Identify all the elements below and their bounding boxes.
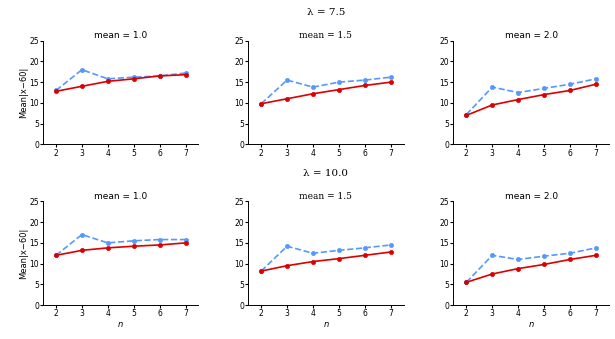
Title: mean = 2.0: mean = 2.0 xyxy=(504,31,558,40)
Y-axis label: Mean|x−60|: Mean|x−60| xyxy=(19,67,28,118)
Text: λ = 10.0: λ = 10.0 xyxy=(303,169,349,178)
X-axis label: n: n xyxy=(118,320,124,328)
X-axis label: n: n xyxy=(528,320,534,328)
X-axis label: n: n xyxy=(323,320,328,328)
Title: mean = 1.0: mean = 1.0 xyxy=(94,31,148,40)
Y-axis label: Mean|x−60|: Mean|x−60| xyxy=(19,227,28,279)
Title: mean = 1.5: mean = 1.5 xyxy=(300,31,352,40)
Text: λ = 7.5: λ = 7.5 xyxy=(307,8,345,17)
Title: mean = 1.5: mean = 1.5 xyxy=(300,192,352,201)
Title: mean = 2.0: mean = 2.0 xyxy=(504,192,558,201)
Title: mean = 1.0: mean = 1.0 xyxy=(94,192,148,201)
